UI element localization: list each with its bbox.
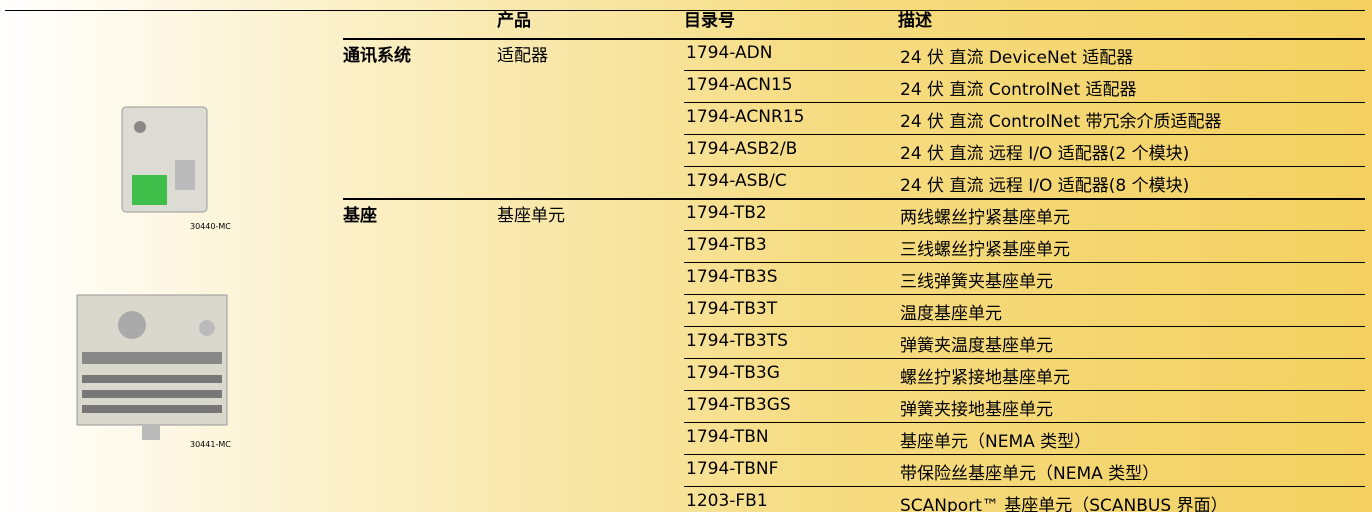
description: 弹簧夹温度基座单元 xyxy=(900,336,1053,356)
catalog-number: 1794-ASB/C xyxy=(686,171,787,191)
row-rule xyxy=(684,358,1365,359)
catalog-number: 1794-TB3GS xyxy=(686,395,791,415)
header-rule xyxy=(343,38,1365,40)
description: 螺丝拧紧接地基座单元 xyxy=(900,368,1070,388)
catalog-number: 1794-TBN xyxy=(686,427,769,447)
catalog-number: 1794-ACNR15 xyxy=(686,107,805,127)
row-rule xyxy=(684,70,1365,71)
catalog-number: 1794-ADN xyxy=(686,43,773,63)
row-rule xyxy=(684,102,1365,103)
description: 弹簧夹接地基座单元 xyxy=(900,400,1053,420)
header-description: 描述 xyxy=(898,11,932,31)
row-rule xyxy=(684,230,1365,231)
description: 三线弹簧夹基座单元 xyxy=(900,272,1053,292)
figure-caption: 30440-MC xyxy=(190,222,231,231)
row-rule xyxy=(684,390,1365,391)
catalog-number: 1794-TBNF xyxy=(686,459,779,479)
row-rule xyxy=(684,326,1365,327)
header-catalog: 目录号 xyxy=(684,11,735,31)
description: 24 伏 直流 远程 I/O 适配器(8 个模块) xyxy=(900,176,1190,196)
category: 基座 xyxy=(343,206,377,226)
catalog-number: 1794-TB3TS xyxy=(686,331,788,351)
description: 24 伏 直流 ControlNet 带冗余介质适配器 xyxy=(900,112,1222,132)
catalog-number: 1794-TB2 xyxy=(686,203,767,223)
description: 24 伏 直流 DeviceNet 适配器 xyxy=(900,48,1134,68)
product: 基座单元 xyxy=(497,206,565,226)
description: SCANport™ 基座单元（SCANBUS 界面） xyxy=(900,496,1228,512)
row-rule xyxy=(684,262,1365,263)
description: 两线螺丝拧紧基座单元 xyxy=(900,208,1070,228)
catalog-number: 1794-TB3 xyxy=(686,235,767,255)
row-rule xyxy=(684,134,1365,135)
row-rule xyxy=(684,454,1365,455)
description: 带保险丝基座单元（NEMA 类型） xyxy=(900,464,1160,484)
description: 温度基座单元 xyxy=(900,304,1002,324)
section-rule xyxy=(343,198,1365,200)
row-rule xyxy=(684,294,1365,295)
product: 适配器 xyxy=(497,46,548,66)
description: 三线螺丝拧紧基座单元 xyxy=(900,240,1070,260)
figure-caption: 30441-MC xyxy=(190,440,231,449)
catalog-number: 1794-TB3G xyxy=(686,363,780,383)
catalog-number: 1794-ACN15 xyxy=(686,75,793,95)
description: 24 伏 直流 远程 I/O 适配器(2 个模块) xyxy=(900,144,1190,164)
row-rule xyxy=(684,486,1365,487)
catalog-number: 1794-ASB2/B xyxy=(686,139,798,159)
top-rule xyxy=(5,10,1365,11)
description: 24 伏 直流 ControlNet 适配器 xyxy=(900,80,1137,100)
catalog-number: 1203-FB1 xyxy=(686,491,768,511)
terminal-base-image xyxy=(76,294,228,440)
catalog-number: 1794-TB3S xyxy=(686,267,778,287)
header-product: 产品 xyxy=(497,11,531,31)
row-rule xyxy=(684,422,1365,423)
row-rule xyxy=(684,166,1365,167)
category: 通讯系统 xyxy=(343,46,411,66)
adapter-image xyxy=(121,106,208,213)
catalog-number: 1794-TB3T xyxy=(686,299,778,319)
description: 基座单元（NEMA 类型） xyxy=(900,432,1092,452)
